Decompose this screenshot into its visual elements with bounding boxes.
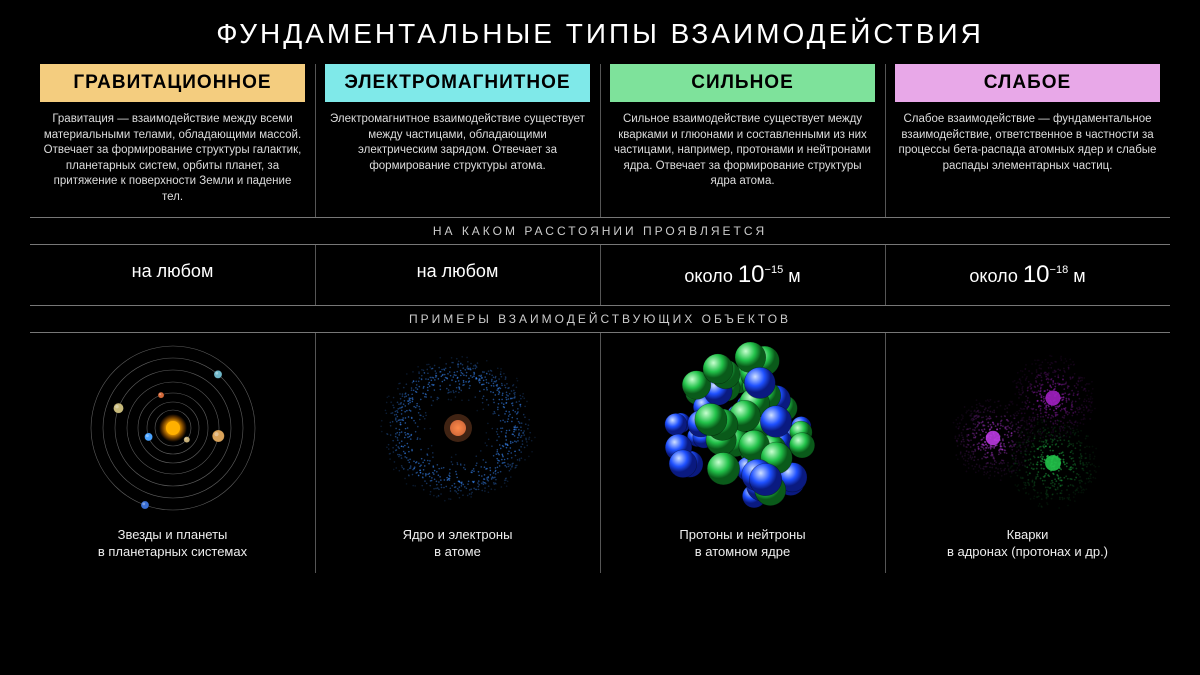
illustration-gravity	[40, 333, 305, 523]
section-label-range: НА КАКОМ РАССТОЯНИИ ПРОЯВЛЯЕТСЯ	[30, 217, 1170, 245]
force-desc-weak: Слабое взаимодействие — фундаментальное …	[895, 102, 1160, 212]
range-weak: около 10−18 м	[895, 245, 1160, 305]
range-electromagnetic: на любом	[325, 245, 590, 298]
caption-weak: Кваркив адронах (протонах и др.)	[895, 523, 1160, 573]
range-gravity: на любом	[40, 245, 305, 298]
force-desc-strong: Сильное взаимодействие существует между …	[610, 102, 875, 212]
force-header-electromagnetic: ЭЛЕКТРОМАГНИТНОЕ	[325, 64, 590, 102]
force-header-strong: СИЛЬНОЕ	[610, 64, 875, 102]
caption-electromagnetic: Ядро и электроныв атоме	[325, 523, 590, 573]
force-desc-electromagnetic: Электромагнитное взаимодействие существу…	[325, 102, 590, 212]
captions-row: Звезды и планетыв планетарных системах Я…	[0, 523, 1200, 573]
range-strong: около 10−15 м	[610, 245, 875, 305]
illustrations-row	[0, 333, 1200, 523]
page-title: ФУНДАМЕНТАЛЬНЫЕ ТИПЫ ВЗАИМОДЕЙСТВИЯ	[0, 0, 1200, 64]
headers-row: ГРАВИТАЦИОННОЕ ЭЛЕКТРОМАГНИТНОЕ СИЛЬНОЕ …	[0, 64, 1200, 102]
caption-gravity: Звезды и планетыв планетарных системах	[40, 523, 305, 573]
force-header-gravity: ГРАВИТАЦИОННОЕ	[40, 64, 305, 102]
descriptions-row: Гравитация — взаимодействие между всеми …	[0, 102, 1200, 217]
illustration-strong	[610, 333, 875, 523]
range-row: на любом на любом около 10−15 м около 10…	[0, 245, 1200, 305]
force-header-weak: СЛАБОЕ	[895, 64, 1160, 102]
illustration-electromagnetic	[325, 333, 590, 523]
caption-strong: Протоны и нейтроныв атомном ядре	[610, 523, 875, 573]
illustration-weak	[895, 333, 1160, 523]
section-label-examples: ПРИМЕРЫ ВЗАИМОДЕЙСТВУЮЩИХ ОБЪЕКТОВ	[30, 305, 1170, 333]
force-desc-gravity: Гравитация — взаимодействие между всеми …	[40, 102, 305, 217]
